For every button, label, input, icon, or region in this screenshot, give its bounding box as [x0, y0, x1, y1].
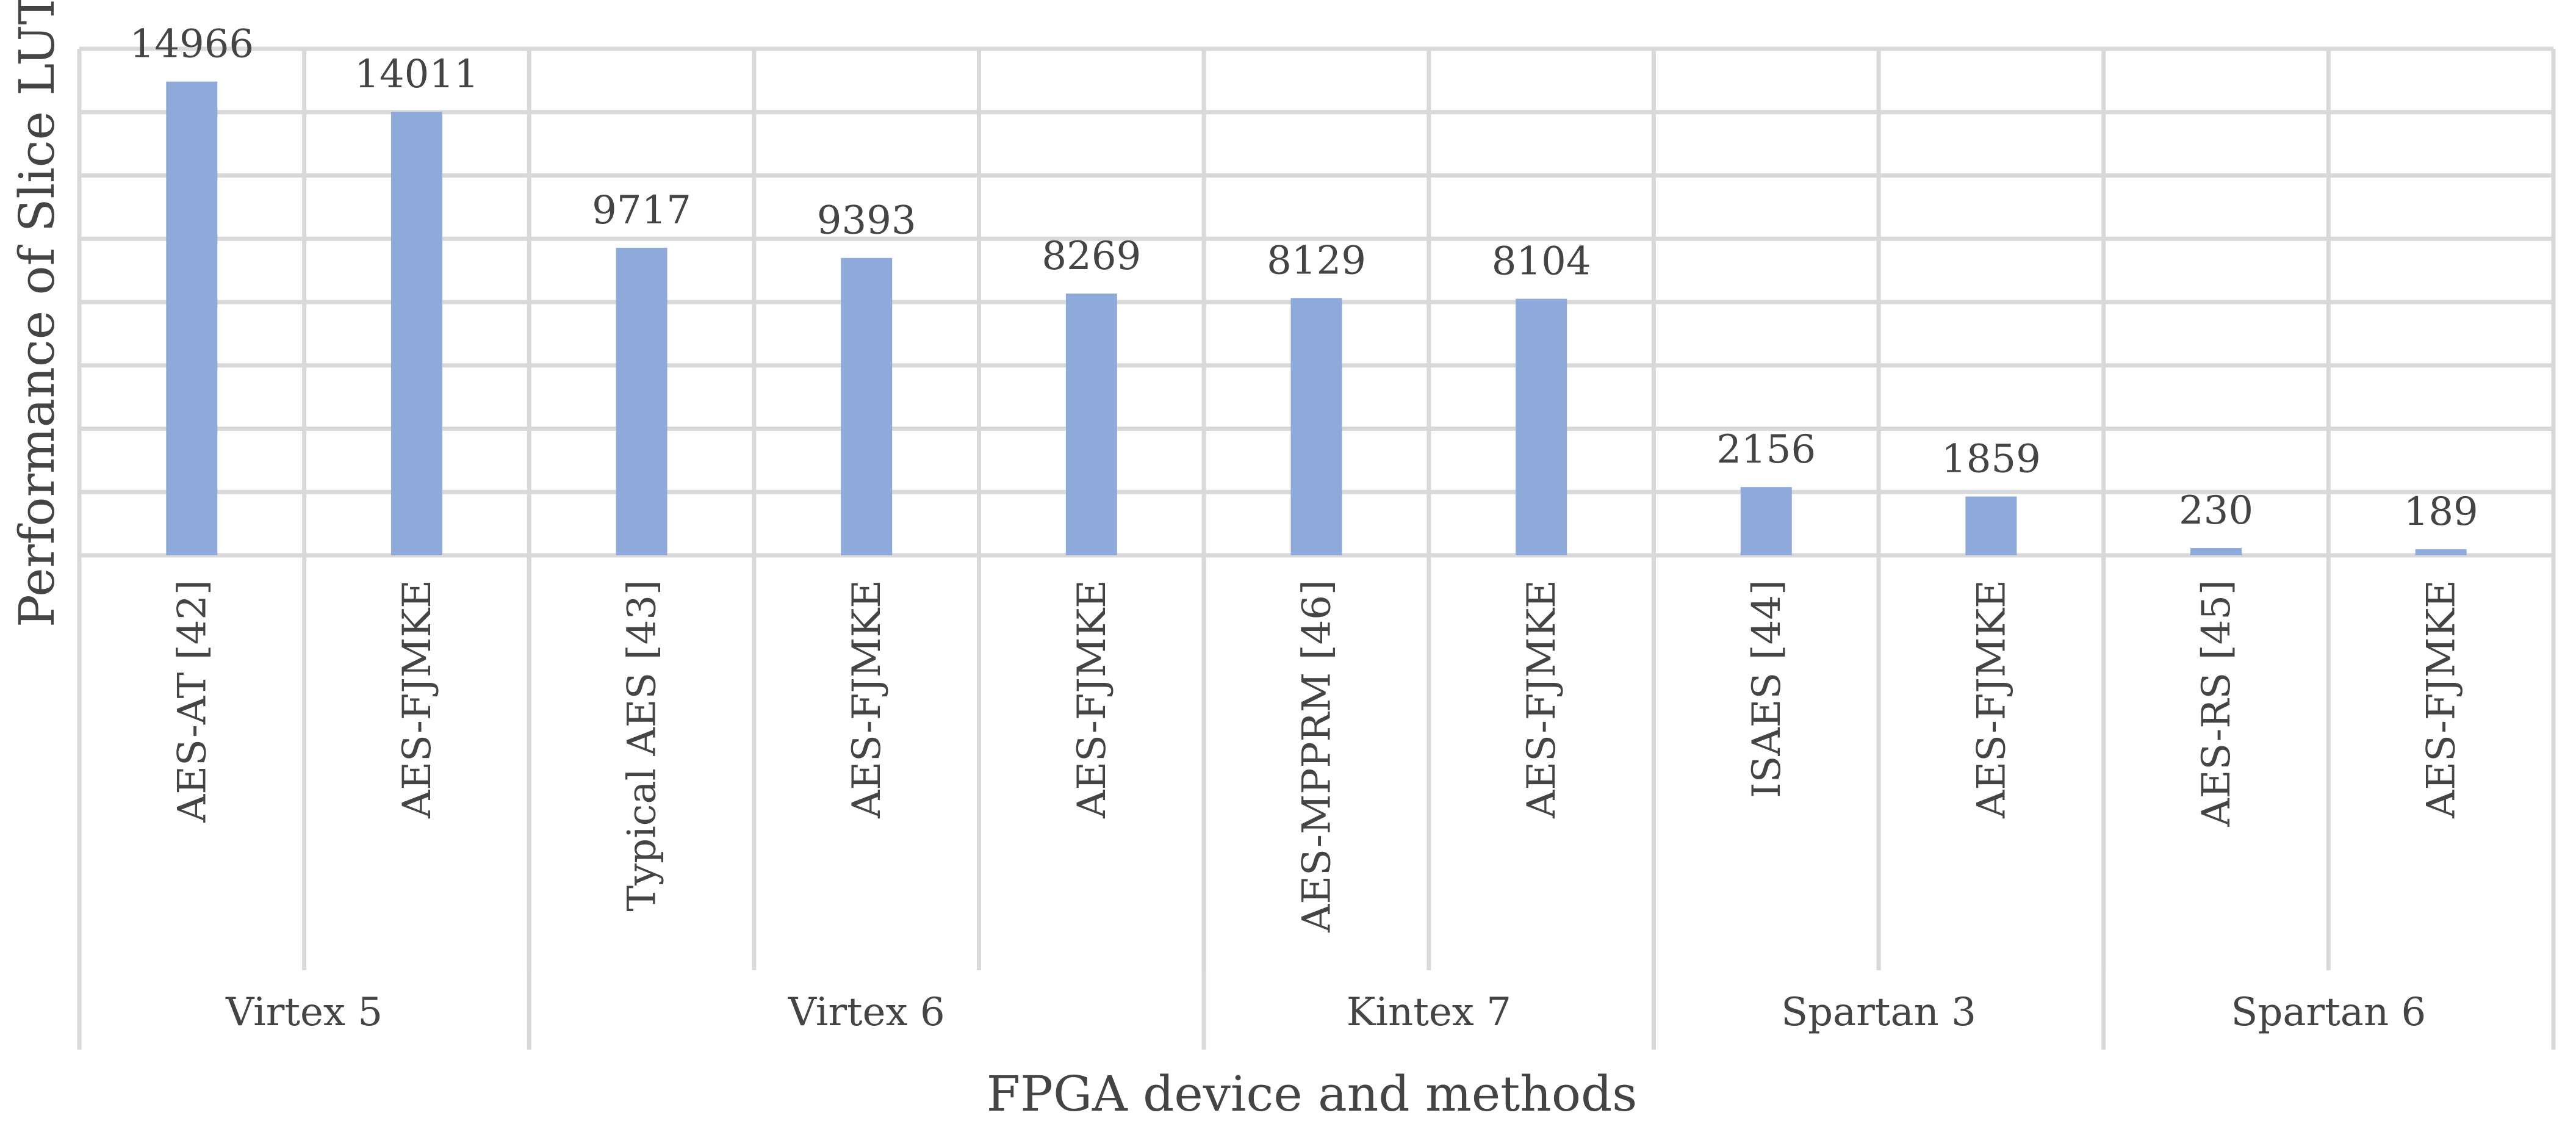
- bar-layer: [166, 81, 2467, 556]
- data-label: 8104: [1492, 239, 1591, 284]
- category-tick-label: AES-AT [42]: [170, 580, 215, 823]
- x-axis-title: FPGA device and methods: [987, 1065, 1638, 1122]
- group-label: Virtex 5: [225, 990, 383, 1035]
- data-label: 2156: [1716, 427, 1816, 472]
- y-axis-title: Performance of Slice LUTs: [9, 0, 65, 627]
- bar: [2415, 549, 2467, 555]
- bar: [1516, 298, 1567, 555]
- category-tick-label: AES-RS [45]: [2194, 580, 2239, 827]
- bar: [1290, 298, 1342, 555]
- bar: [616, 247, 667, 555]
- label-layer: 14966 AES-AT [42] 14011 AES-FJMKE 9717 Typica…: [130, 22, 2478, 1035]
- category-tick-label: ISAES [44]: [1744, 580, 1790, 798]
- category-tick-label: AES-MPPRM [46]: [1295, 580, 1340, 933]
- bar: [1965, 496, 2017, 555]
- bar: [390, 112, 442, 555]
- data-label: 189: [2404, 489, 2478, 535]
- bar: [841, 258, 893, 555]
- bar: [2190, 548, 2242, 555]
- data-label: 230: [2179, 488, 2253, 533]
- data-label: 1859: [1941, 437, 2041, 482]
- axis-layer: Performance of Slice LUTs FPGA device an…: [9, 0, 1637, 1122]
- bar: [166, 81, 218, 556]
- category-tick-label: AES-FJMKE: [395, 580, 440, 819]
- data-label: 8269: [1042, 234, 1141, 279]
- data-label: 8129: [1267, 238, 1366, 283]
- data-label: 14011: [354, 52, 479, 97]
- bar: [1065, 294, 1117, 555]
- data-label: 14966: [130, 22, 254, 67]
- bar: [1740, 487, 1792, 555]
- category-tick-label: AES-FJMKE: [844, 580, 890, 819]
- group-label: Kintex 7: [1347, 990, 1511, 1035]
- group-label: Spartan 3: [1781, 990, 1976, 1035]
- category-tick-label: AES-FJMKE: [1070, 580, 1115, 819]
- category-tick-label: AES-FJMKE: [1519, 580, 1564, 819]
- data-label: 9393: [817, 198, 916, 243]
- category-tick-label: AES-FJMKE: [2419, 580, 2464, 819]
- data-label: 9717: [592, 188, 691, 233]
- group-label: Virtex 6: [788, 990, 945, 1035]
- group-label: Spartan 6: [2231, 990, 2427, 1035]
- category-tick-label: Typical AES [43]: [620, 580, 665, 912]
- category-tick-label: AES-FJMKE: [1969, 580, 2014, 819]
